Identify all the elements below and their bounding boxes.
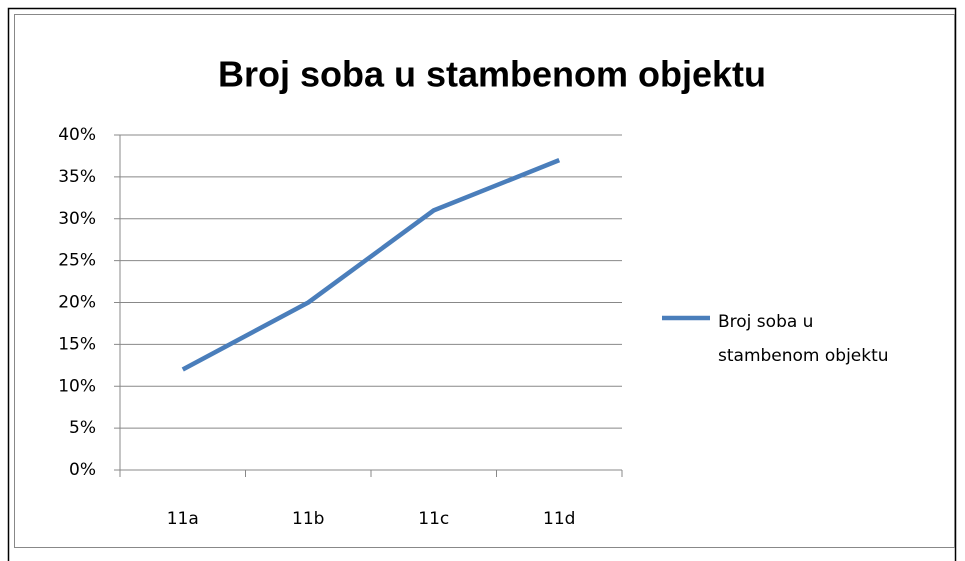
y-tick-label: 30% bbox=[58, 209, 96, 229]
x-tick-label: 11a bbox=[167, 509, 199, 529]
y-tick-label: 40% bbox=[58, 125, 96, 145]
y-tick-label: 20% bbox=[58, 293, 96, 313]
x-tick-label: 11b bbox=[292, 509, 324, 529]
y-tick-label: 5% bbox=[69, 418, 96, 438]
outer-frame bbox=[7, 7, 957, 561]
x-tick-label: 11d bbox=[543, 509, 575, 529]
x-tick-label: 11c bbox=[418, 509, 449, 529]
data-line bbox=[181, 158, 561, 372]
y-tick-label: 25% bbox=[58, 251, 96, 271]
y-tick-label: 35% bbox=[58, 167, 96, 187]
legend-label: Broj soba u stambenom objektu bbox=[718, 312, 889, 366]
y-tick-label: 0% bbox=[69, 460, 96, 480]
y-tick-label: 10% bbox=[58, 376, 96, 396]
chart-border bbox=[14, 14, 955, 548]
y-tick-label: 15% bbox=[58, 334, 96, 354]
chart-title: Broj soba u stambenom objektu bbox=[218, 54, 766, 95]
